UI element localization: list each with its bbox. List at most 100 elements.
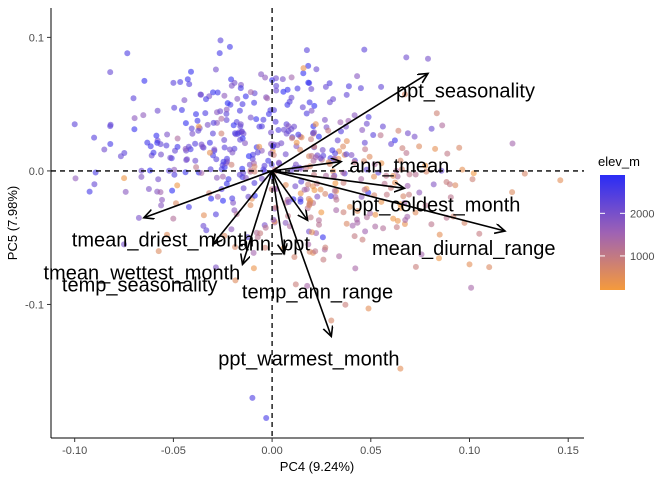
data-point bbox=[322, 244, 329, 251]
data-point bbox=[122, 188, 129, 195]
data-point bbox=[228, 226, 235, 233]
loading-arrow-mean-diurnal-range bbox=[271, 170, 505, 231]
data-point bbox=[509, 189, 516, 196]
x-tick-label: 0.05 bbox=[360, 445, 381, 457]
data-point bbox=[300, 70, 307, 77]
data-point bbox=[403, 150, 410, 156]
data-point bbox=[328, 317, 335, 324]
data-point bbox=[392, 179, 398, 186]
data-point bbox=[91, 134, 98, 141]
data-point bbox=[242, 140, 248, 147]
data-point bbox=[447, 194, 454, 201]
data-point bbox=[557, 177, 564, 184]
data-point bbox=[361, 139, 368, 146]
data-point bbox=[193, 164, 200, 171]
data-point bbox=[318, 209, 325, 216]
data-point bbox=[237, 136, 244, 143]
data-point bbox=[188, 125, 195, 132]
data-point bbox=[193, 111, 199, 118]
data-point bbox=[210, 119, 217, 126]
data-point bbox=[418, 251, 425, 258]
data-point bbox=[174, 135, 181, 142]
loading-label-ppt-seasonality: ppt_seasonality bbox=[396, 80, 535, 102]
data-point bbox=[509, 140, 516, 147]
data-point bbox=[312, 154, 319, 161]
data-point bbox=[280, 126, 287, 133]
data-point bbox=[192, 157, 199, 164]
data-point bbox=[349, 222, 356, 229]
y-tick-label: 0.0 bbox=[29, 166, 44, 178]
data-point bbox=[200, 222, 207, 229]
data-point bbox=[319, 234, 326, 241]
data-point bbox=[359, 127, 366, 133]
data-point bbox=[221, 137, 228, 143]
data-point bbox=[282, 219, 289, 226]
loading-arrow-ppt-warmest-month bbox=[271, 170, 331, 337]
data-point bbox=[169, 187, 176, 194]
data-point bbox=[223, 117, 230, 123]
data-point bbox=[297, 190, 304, 197]
data-point bbox=[459, 166, 466, 173]
data-point bbox=[321, 116, 328, 123]
data-point bbox=[203, 96, 209, 103]
data-point bbox=[273, 75, 279, 82]
data-point bbox=[218, 130, 225, 137]
data-point bbox=[343, 151, 350, 158]
data-point bbox=[298, 178, 305, 185]
data-point bbox=[325, 127, 332, 134]
data-point bbox=[372, 211, 379, 218]
data-point bbox=[228, 161, 235, 168]
y-axis-title: PC5 (7.98%) bbox=[5, 186, 20, 260]
data-point bbox=[164, 231, 170, 238]
loading-label-mean-diurnal-range: mean_diurnal_range bbox=[372, 238, 555, 260]
data-point bbox=[299, 104, 306, 111]
data-point bbox=[262, 244, 269, 251]
loading-label-tmean-wettest-month: tmean_wettest_month bbox=[44, 262, 241, 284]
data-point bbox=[307, 214, 314, 221]
data-point bbox=[167, 154, 174, 161]
data-point bbox=[189, 130, 196, 137]
data-point bbox=[170, 79, 177, 86]
data-point bbox=[219, 173, 226, 180]
data-point bbox=[361, 158, 367, 165]
data-point bbox=[400, 193, 407, 200]
data-point bbox=[306, 201, 313, 207]
data-point bbox=[362, 228, 369, 235]
data-point bbox=[351, 112, 358, 119]
data-point bbox=[131, 126, 138, 133]
data-point bbox=[268, 129, 274, 136]
data-point bbox=[145, 186, 152, 192]
data-point bbox=[203, 227, 210, 234]
loading-label-temp-ann-range: temp_ann_range bbox=[242, 282, 393, 304]
data-point bbox=[251, 163, 258, 170]
data-point bbox=[263, 415, 270, 421]
x-axis-title: PC4 (9.24%) bbox=[280, 459, 354, 474]
data-point bbox=[406, 191, 412, 198]
data-point bbox=[221, 92, 228, 99]
data-point bbox=[185, 204, 192, 210]
data-point bbox=[456, 144, 463, 151]
data-point bbox=[211, 146, 218, 153]
data-point bbox=[377, 132, 384, 139]
data-point bbox=[371, 161, 378, 168]
data-point bbox=[422, 162, 429, 169]
legend-ticks: 1000 2000 bbox=[600, 208, 654, 263]
data-point bbox=[206, 139, 213, 146]
data-point bbox=[291, 123, 298, 130]
data-point bbox=[261, 162, 268, 169]
data-point bbox=[292, 183, 299, 190]
data-point bbox=[312, 248, 319, 255]
loading-labels: ppt_seasonality ann_tmean ppt_coldest_mont… bbox=[44, 80, 556, 370]
data-point bbox=[308, 136, 314, 143]
data-point bbox=[340, 179, 347, 186]
data-point bbox=[273, 87, 280, 94]
data-point bbox=[178, 107, 185, 113]
data-point bbox=[365, 305, 372, 312]
data-point bbox=[317, 186, 324, 193]
data-point bbox=[218, 115, 225, 122]
data-point bbox=[340, 209, 347, 216]
data-point bbox=[260, 116, 267, 123]
loading-arrow-tmean-wettest-month bbox=[243, 170, 273, 264]
data-point bbox=[378, 160, 385, 167]
data-point bbox=[358, 176, 365, 182]
